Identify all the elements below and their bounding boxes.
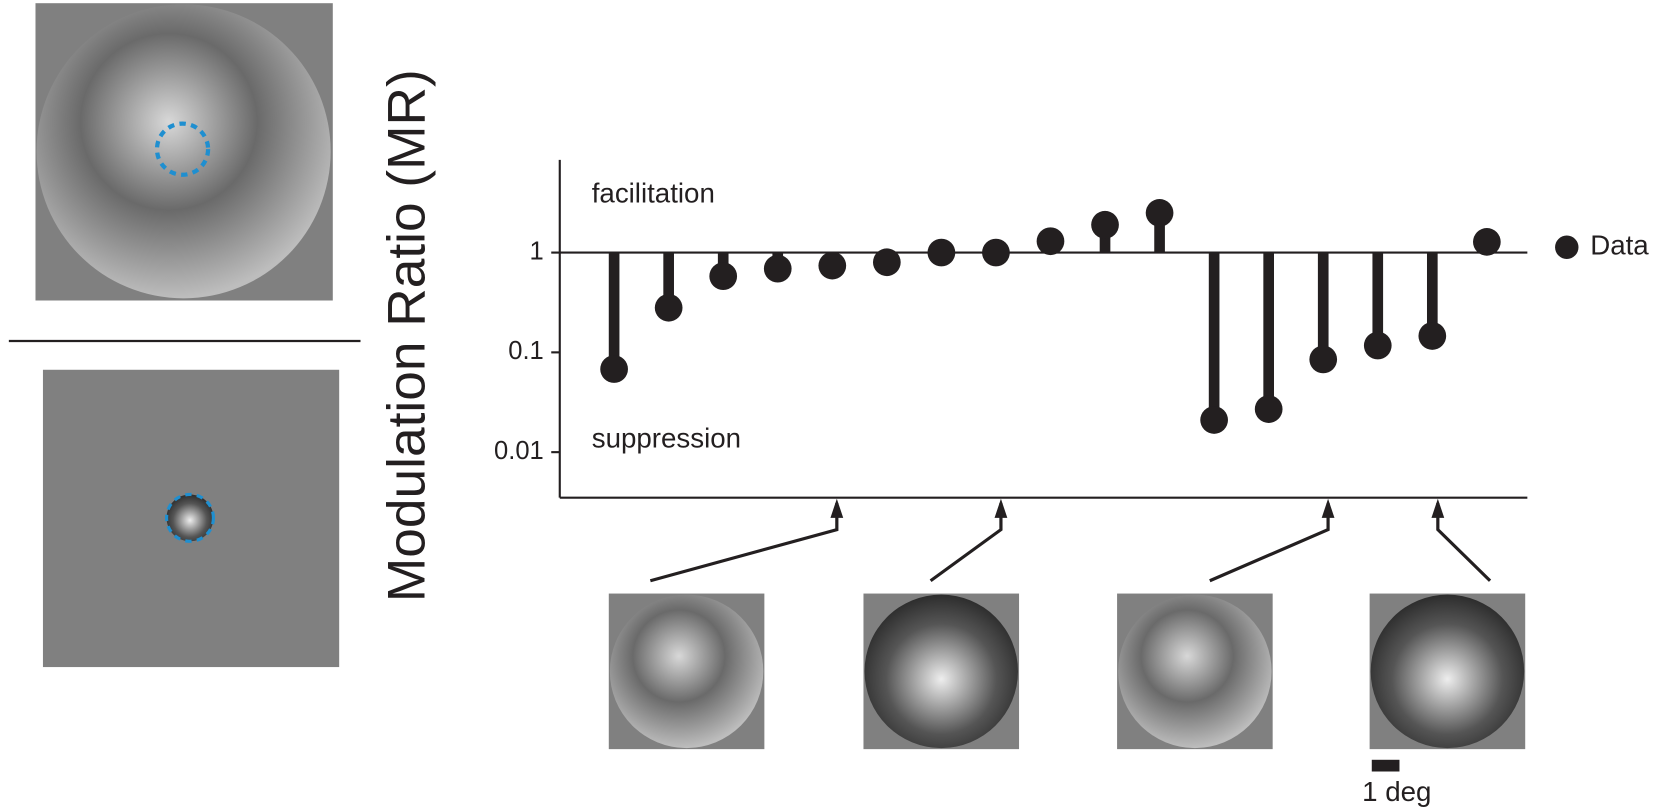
scale-bar-label: 1 deg [1362, 776, 1431, 807]
marker [818, 252, 846, 280]
annotation: facilitation [592, 177, 715, 208]
natural-image [37, 4, 331, 298]
marker [1364, 332, 1392, 360]
scale-bar [1372, 760, 1400, 772]
marker [1255, 395, 1283, 423]
y-tick-label: 0.1 [508, 337, 544, 365]
legend-label: Data [1590, 230, 1649, 261]
y-tick-label: 1 [530, 237, 544, 265]
marker [1146, 199, 1174, 227]
marker [1418, 322, 1446, 350]
stem [1318, 253, 1329, 360]
marker [982, 239, 1010, 267]
marker [655, 294, 683, 322]
annotation: suppression [592, 422, 741, 453]
arrows [650, 503, 1490, 581]
y-axis-label: Modulation Ratio (MR) [378, 69, 437, 602]
marker [764, 255, 792, 283]
stem [1372, 253, 1383, 346]
marker [928, 239, 956, 267]
stem [609, 253, 620, 369]
marker [709, 262, 737, 290]
arrowheads [830, 499, 1444, 518]
marker [1037, 227, 1065, 255]
marker [600, 355, 628, 383]
thumbnails [609, 594, 1525, 750]
page: {"chart_data": {"type": "lollipop", "yla… [0, 0, 1663, 812]
figure: Modulation Ratio (MR) facilitation suppr… [0, 0, 1663, 812]
stem [1209, 253, 1220, 420]
marker [873, 248, 901, 276]
marker [1473, 228, 1501, 256]
stem [1263, 253, 1274, 410]
marker [1200, 406, 1228, 434]
marker [1309, 346, 1337, 374]
legend-marker [1555, 236, 1578, 259]
marker [1091, 211, 1119, 239]
y-tick-label: 0.01 [494, 437, 544, 465]
rf-patch [167, 494, 214, 541]
